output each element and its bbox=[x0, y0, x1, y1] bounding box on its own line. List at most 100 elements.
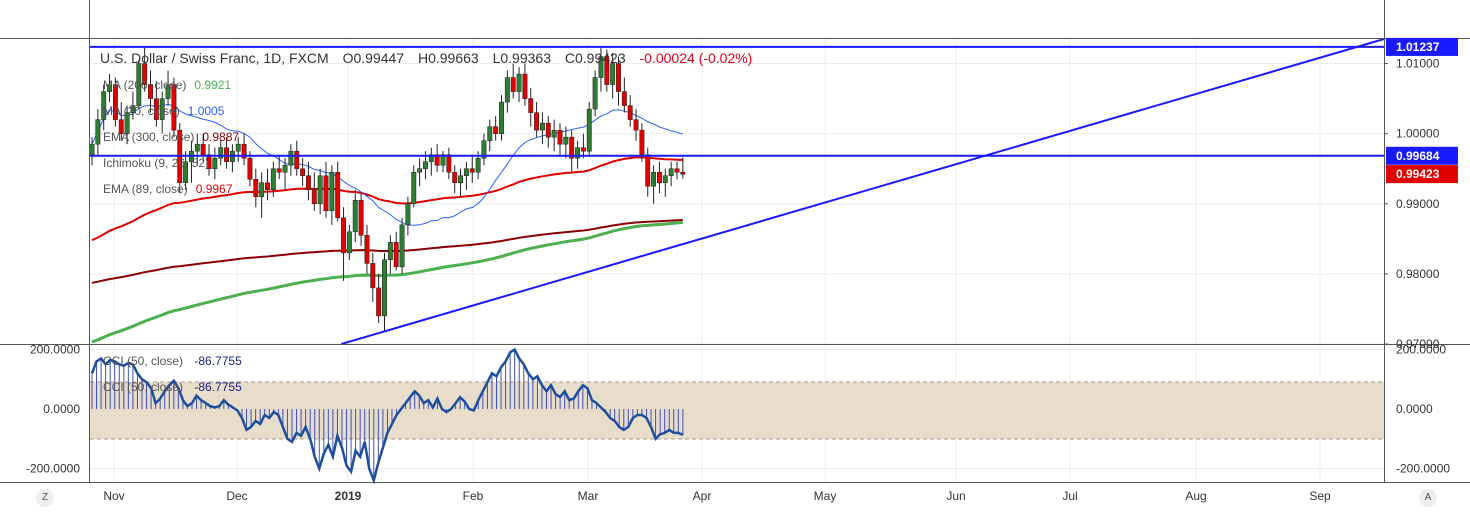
candle-body bbox=[586, 108, 592, 152]
candle-body bbox=[294, 150, 300, 169]
candle-body bbox=[148, 84, 153, 99]
candle-body bbox=[153, 98, 159, 120]
candle-body bbox=[194, 143, 200, 152]
candle-body bbox=[428, 154, 434, 162]
candle-body bbox=[668, 168, 674, 176]
price-axis-label: 1.00000 bbox=[1396, 127, 1440, 141]
candle-body bbox=[124, 112, 130, 134]
candle-body bbox=[358, 200, 364, 236]
price-badge-label: 1.01237 bbox=[1396, 40, 1440, 54]
cci-left-label: -200.0000 bbox=[26, 462, 80, 476]
candle-body bbox=[545, 122, 551, 138]
price-axis-label: 0.97000 bbox=[1396, 337, 1440, 351]
price-badge bbox=[1386, 165, 1458, 184]
candle-body bbox=[598, 56, 604, 78]
candle-body bbox=[674, 168, 680, 173]
candle-body bbox=[165, 84, 171, 99]
time-axis-label: Jun bbox=[946, 489, 965, 503]
cci-legend[interactable]: CCI (50, close) -86.7755 bbox=[103, 354, 242, 368]
candle-body bbox=[306, 175, 311, 190]
candle-body bbox=[616, 63, 621, 92]
candle-body bbox=[569, 136, 575, 159]
candle-body bbox=[522, 73, 528, 99]
candle-body bbox=[516, 73, 522, 92]
candle-body bbox=[259, 182, 265, 198]
candle-body bbox=[270, 168, 276, 190]
candle-body bbox=[469, 168, 475, 173]
candle-body bbox=[317, 175, 323, 205]
candle-body bbox=[212, 157, 218, 169]
cci-line bbox=[90, 347, 684, 485]
candle-body bbox=[645, 154, 651, 187]
price-axis-label: 1.01000 bbox=[1396, 57, 1440, 71]
candle-body bbox=[499, 101, 504, 134]
candle-body bbox=[575, 147, 580, 159]
candle-body bbox=[265, 182, 270, 190]
cci-legend-2[interactable]: CCI (50, close) -86.7755 bbox=[103, 380, 242, 394]
candle-body bbox=[206, 154, 212, 169]
price-axis-label: 0.99000 bbox=[1396, 197, 1440, 211]
indicator-value: 1.0005 bbox=[187, 104, 225, 118]
candle-body bbox=[440, 154, 446, 166]
price-badge bbox=[1386, 146, 1458, 165]
candle-body bbox=[557, 129, 563, 145]
candle-body bbox=[118, 119, 124, 134]
candle-body bbox=[107, 84, 112, 92]
candle-body bbox=[323, 175, 329, 212]
candle-body bbox=[662, 175, 668, 183]
ohlc-open: O0.99447 bbox=[342, 50, 405, 66]
candle-body bbox=[604, 56, 610, 85]
cci-legend-value: -86.7755 bbox=[194, 354, 242, 368]
candle-body bbox=[423, 161, 428, 169]
time-axis-label: Nov bbox=[103, 489, 124, 503]
zoom-button[interactable]: Z bbox=[36, 489, 54, 507]
candle-body bbox=[551, 129, 557, 138]
candle-body bbox=[405, 203, 411, 226]
candle-body bbox=[288, 150, 294, 166]
price-badge-label: 0.99684 bbox=[1396, 149, 1440, 163]
auto-scale-button[interactable]: A bbox=[1419, 489, 1437, 507]
ema-89-line bbox=[91, 156, 683, 242]
candle-body bbox=[300, 168, 306, 176]
candle-body bbox=[580, 147, 586, 152]
cci-legend-2-name: CCI (50, close) bbox=[103, 380, 184, 394]
candle-body bbox=[282, 164, 288, 173]
candle-body bbox=[487, 126, 493, 141]
indicator-legend-item[interactable]: EMA (89, close) 0.9967 bbox=[103, 182, 232, 196]
candle-body bbox=[563, 136, 569, 145]
candle-body bbox=[657, 171, 662, 183]
indicator-legend-item[interactable]: Ichimoku (9, 26, 52) bbox=[103, 156, 209, 170]
indicator-legend-item[interactable]: MA (200, close) 0.9921 bbox=[103, 78, 231, 92]
candle-body bbox=[458, 175, 464, 183]
cci-plot bbox=[90, 347, 684, 485]
ema-300-line bbox=[91, 219, 683, 284]
indicator-legend-item[interactable]: EMA (300, close) 0.9887 bbox=[103, 130, 239, 144]
time-axis-label: Sep bbox=[1309, 489, 1331, 503]
candle-body bbox=[376, 287, 382, 317]
ma-20-line bbox=[91, 103, 683, 226]
candle-body bbox=[680, 171, 686, 175]
candle-body bbox=[235, 143, 241, 152]
time-axis-label: 2019 bbox=[335, 489, 362, 503]
indicator-legend-item[interactable]: MA (20, close) 1.0005 bbox=[103, 104, 224, 118]
time-axis-label: Mar bbox=[578, 489, 599, 503]
candle-body bbox=[651, 171, 657, 187]
symbol-title[interactable]: U.S. Dollar / Swiss Franc, 1D, FXCM bbox=[100, 50, 329, 66]
cci-right-label: -200.0000 bbox=[1396, 462, 1450, 476]
ma-200-line bbox=[91, 221, 683, 344]
cci-left-label: 200.0000 bbox=[30, 342, 80, 356]
ohlc-high: H0.99663 bbox=[417, 50, 479, 66]
candle-body bbox=[224, 147, 230, 162]
time-axis-label: Aug bbox=[1185, 489, 1206, 503]
candle-body bbox=[352, 200, 358, 233]
candle-body bbox=[504, 77, 510, 103]
drawn-lines bbox=[90, 38, 1385, 345]
indicator-name: MA (20, close) bbox=[103, 104, 180, 118]
candle-body bbox=[417, 168, 423, 173]
candle-body bbox=[592, 77, 598, 110]
candle-body bbox=[346, 231, 352, 254]
ohlc-low: L0.99363 bbox=[492, 50, 551, 66]
candle-body bbox=[540, 122, 545, 131]
